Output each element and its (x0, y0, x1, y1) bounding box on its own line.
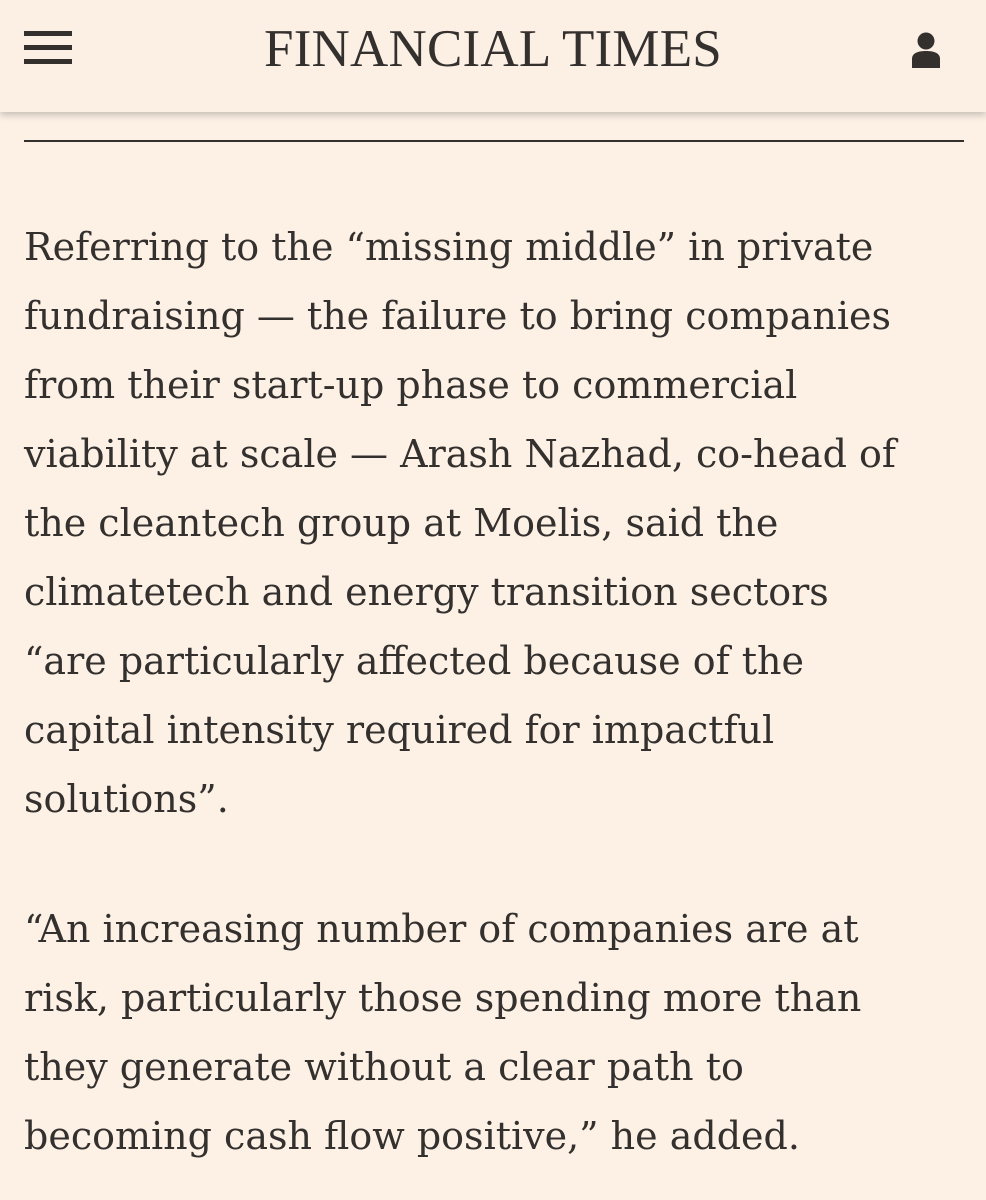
article-paragraph: Referring to the “missing middle” in pri… (24, 225, 896, 821)
article-paragraph: “An increasing number of companies are a… (24, 907, 862, 1158)
hamburger-menu-icon (24, 31, 72, 64)
masthead-logo[interactable]: FINANCIAL TIMES (264, 20, 722, 78)
section-divider (24, 140, 964, 142)
top-bar: FINANCIAL TIMES (0, 0, 986, 112)
user-icon (912, 32, 940, 68)
account-button[interactable] (896, 22, 956, 78)
article-body: Referring to the “missing middle” in pri… (24, 213, 968, 1171)
menu-button[interactable] (18, 22, 78, 74)
